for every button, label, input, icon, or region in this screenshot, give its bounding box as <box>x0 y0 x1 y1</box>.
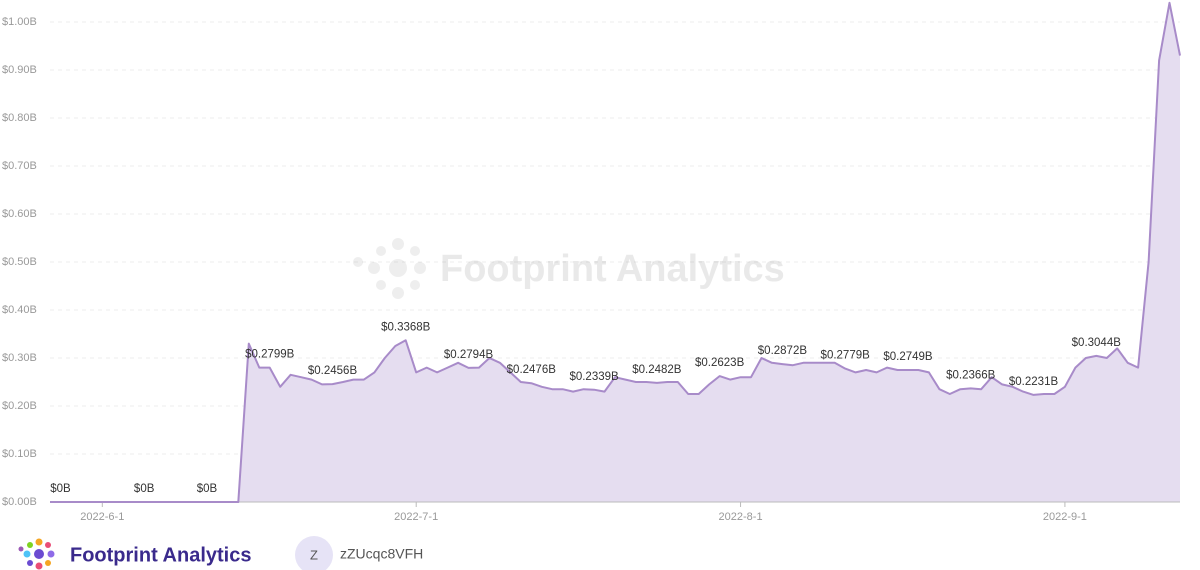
y-tick-label: $0.30B <box>2 352 37 364</box>
x-tick-label: 2022-6-1 <box>80 511 124 523</box>
logo <box>18 538 55 570</box>
y-tick-label: $0.50B <box>2 256 37 268</box>
value-label: $0.3368B <box>381 321 431 333</box>
plot <box>50 2 1180 503</box>
value-label: $0.2749B <box>883 351 933 363</box>
value-label: $0.2231B <box>1009 376 1059 388</box>
y-tick-label: $0.80B <box>2 112 37 124</box>
y-tick-label: $0.70B <box>2 160 37 172</box>
value-label: $0B <box>50 483 71 495</box>
value-label: $0.2779B <box>821 350 871 362</box>
y-tick-label: $0.60B <box>2 208 37 220</box>
avatar-letter: Z <box>310 547 318 562</box>
x-tick-label: 2022-9-1 <box>1043 511 1087 523</box>
watermark: Footprint Analytics <box>353 238 785 299</box>
value-label: $0.2799B <box>245 349 295 361</box>
value-label: $0.2482B <box>632 364 682 376</box>
value-label: $0.2366B <box>946 369 996 381</box>
x-tick-label: 2022-7-1 <box>394 511 438 523</box>
y-tick-label: $1.00B <box>2 16 37 28</box>
y-tick-label: $0.90B <box>2 64 37 76</box>
value-label: $0B <box>197 483 218 495</box>
value-label: $0.2872B <box>758 345 808 357</box>
avatar <box>295 536 333 570</box>
value-label: $0B <box>134 483 155 495</box>
x-tick-label: 2022-8-1 <box>719 511 763 523</box>
value-label: $0.2456B <box>308 365 358 377</box>
value-label: $0.2623B <box>695 357 745 369</box>
area <box>50 2 1180 503</box>
user-name: zZUcqc8VFH <box>340 546 423 562</box>
line <box>50 1 1181 503</box>
y-tick-label: $0.20B <box>2 400 37 412</box>
y-tick-label: $0.40B <box>2 304 37 316</box>
watermark-text: Footprint Analytics <box>440 248 785 290</box>
value-label: $0.3044B <box>1072 337 1122 349</box>
y-tick-label: $0.00B <box>2 496 37 508</box>
value-label: $0.2794B <box>444 349 494 361</box>
value-label: $0.2476B <box>507 364 557 376</box>
y-tick-label: $0.10B <box>2 448 37 460</box>
brand: Footprint Analytics <box>70 544 251 566</box>
value-label: $0.2339B <box>569 371 619 383</box>
